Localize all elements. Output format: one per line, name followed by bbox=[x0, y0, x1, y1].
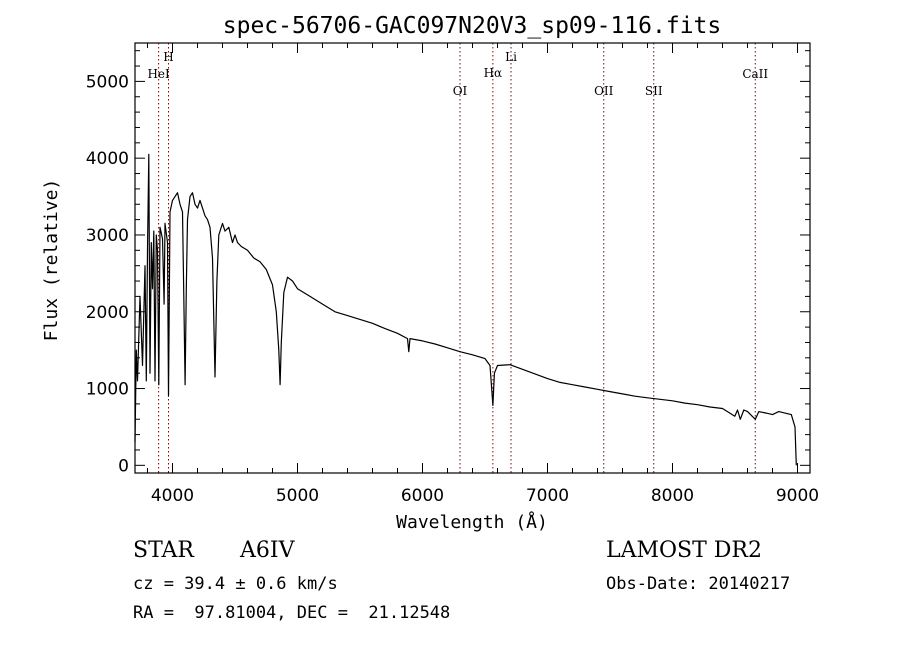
line-marker-label: OI bbox=[453, 84, 468, 98]
y-tick-label: 5000 bbox=[86, 72, 129, 92]
spectral-subclass: A6IV bbox=[240, 538, 295, 563]
x-tick-label: 6000 bbox=[401, 486, 444, 506]
y-axis-ticks: 0 1000 2000 3000 4000 5000 bbox=[86, 50, 810, 476]
x-tick-label: 7000 bbox=[526, 486, 569, 506]
chart-title: spec-56706-GAC097N20V3_sp09-116.fits bbox=[223, 13, 722, 39]
y-tick-label: 4000 bbox=[86, 149, 129, 169]
x-tick-label: 4000 bbox=[151, 486, 194, 506]
coordinates: RA = 97.81004, DEC = 21.12548 bbox=[133, 603, 451, 623]
redshift-value: cz = 39.4 ± 0.6 km/s bbox=[133, 574, 338, 594]
line-marker-label: HeI bbox=[147, 67, 170, 81]
object-type: STAR bbox=[133, 538, 194, 563]
x-tick-label: 5000 bbox=[276, 486, 319, 506]
line-marker-label: OII bbox=[594, 84, 614, 98]
line-marker-label: H bbox=[163, 50, 173, 64]
y-tick-label: 0 bbox=[118, 456, 129, 476]
y-tick-label: 1000 bbox=[86, 380, 129, 400]
observation-date: Obs-Date: 20140217 bbox=[606, 574, 791, 594]
x-tick-label: 8000 bbox=[651, 486, 694, 506]
plot-frame bbox=[134, 42, 811, 474]
y-tick-label: 3000 bbox=[86, 226, 129, 246]
line-marker-label: SII bbox=[645, 84, 663, 98]
survey-name: LAMOST DR2 bbox=[606, 538, 762, 563]
line-marker-label: Li bbox=[505, 50, 517, 64]
y-tick-label: 2000 bbox=[86, 303, 129, 323]
line-marker-label: CaII bbox=[742, 67, 768, 81]
x-tick-label: 9000 bbox=[776, 486, 819, 506]
line-marker-label: Hα bbox=[484, 66, 503, 80]
spectrum-line bbox=[134, 153, 797, 466]
y-axis-label: Flux (relative) bbox=[41, 179, 62, 342]
x-axis-ticks: 4000 5000 6000 7000 8000 9000 bbox=[147, 43, 819, 506]
spectrum-chart: spec-56706-GAC097N20V3_sp09-116.fits Flu… bbox=[41, 13, 819, 533]
x-axis-label: Wavelength (Å) bbox=[396, 511, 548, 533]
